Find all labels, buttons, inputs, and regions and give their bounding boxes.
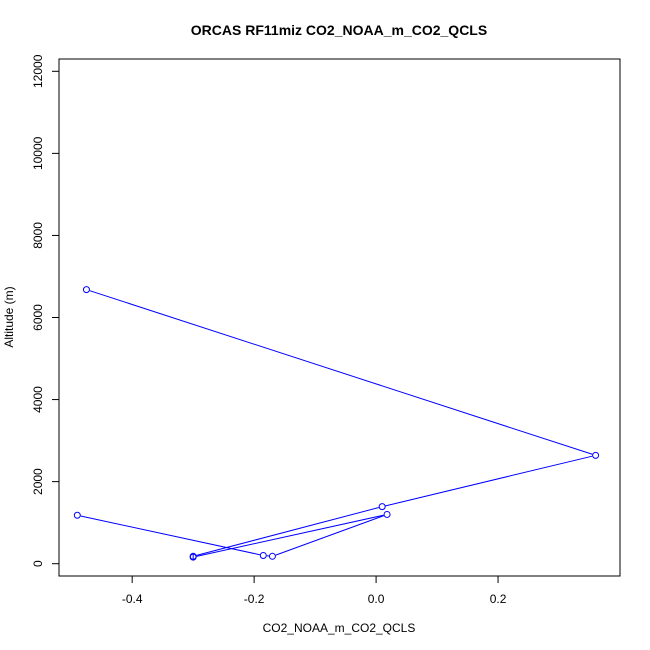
chart-title: ORCAS RF11miz CO2_NOAA_m_CO2_QCLS [191,22,487,38]
series-segment [196,507,379,556]
y-tick-label: 0 [31,560,45,567]
data-point [259,551,267,559]
series-segment [385,455,593,507]
y-tick-label: 4000 [31,386,45,413]
data-point [82,286,90,294]
data-point [592,451,600,459]
data-point [73,511,81,519]
y-tick-label: 8000 [31,222,45,249]
x-tick-label: 0.0 [368,592,385,606]
series-segment [196,514,384,557]
y-tick-label: 12000 [31,54,45,88]
y-tick-label: 10000 [31,136,45,170]
x-axis-label: CO2_NOAA_m_CO2_QCLS [263,621,416,635]
series-segment [89,290,593,455]
series-segment [275,515,384,556]
y-tick-label: 6000 [31,304,45,331]
plot-frame [58,58,621,577]
y-axis: 0 2000 4000 6000 8000 10000 12000 [31,54,60,567]
y-tick-label: 2000 [31,468,45,495]
plot-area [73,286,600,561]
x-tick-label: -0.4 [122,592,143,606]
y-axis-label: Altitude (m) [2,286,16,347]
series-segment [80,515,260,556]
data-point [268,552,276,560]
data-point [378,503,386,511]
x-axis: -0.4 -0.2 0.0 0.2 [122,575,507,606]
data-point [383,510,391,518]
x-tick-label: 0.2 [490,592,507,606]
x-tick-label: -0.2 [244,592,265,606]
data-point [189,553,197,561]
